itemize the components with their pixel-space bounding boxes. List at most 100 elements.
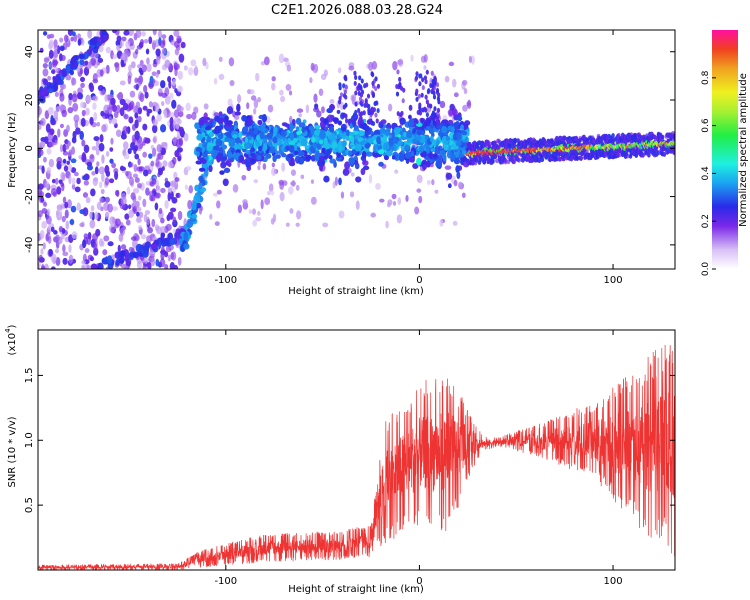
- spectrogram-cell: [151, 178, 157, 185]
- spectrogram-cell: [366, 93, 371, 99]
- spectrogram-cell: [48, 49, 54, 59]
- spectrogram-cell: [371, 61, 378, 70]
- spectrogram-cell: [375, 118, 379, 124]
- spectrogram-cell: [39, 141, 46, 149]
- spectrogram-cell: [237, 145, 244, 150]
- spectrogram-cell: [155, 48, 161, 57]
- spectrogram-cell: [40, 89, 46, 96]
- spectrogram-cell: [82, 192, 89, 198]
- spectrogram-cell: [248, 128, 254, 135]
- spectrogram-cell: [325, 148, 332, 156]
- spectrogram-cell: [167, 211, 174, 220]
- spectrogram-cell: [177, 256, 182, 266]
- spectrogram-cell: [134, 119, 139, 129]
- spectrogram-cell: [81, 109, 86, 117]
- figure-title: C2E1.2026.088.03.28.G24: [271, 3, 443, 18]
- spectrogram-cell: [102, 249, 108, 256]
- spectrogram-cell: [234, 115, 240, 120]
- spectrogram-cell: [447, 125, 452, 131]
- spectrogram-cell: [68, 163, 72, 173]
- spectrogram-cell: [368, 118, 372, 124]
- spectrogram-cell: [397, 59, 404, 65]
- spectrogram-cell: [105, 151, 110, 157]
- spectrogram-cell: [424, 94, 428, 100]
- spectrogram-cell: [257, 97, 261, 103]
- spectrogram-cell: [361, 150, 367, 159]
- spectrogram-cell: [382, 135, 388, 143]
- spectrogram-cell: [354, 125, 359, 131]
- spectrogram-cell: [80, 117, 86, 128]
- spectrogram-cell: [217, 133, 224, 140]
- spectrogram-cell: [59, 123, 64, 129]
- spectrogram-cell: [289, 208, 294, 214]
- spectrogram-cell: [349, 131, 355, 137]
- spectrogram-cell: [452, 108, 458, 117]
- spectrogram-cell: [43, 57, 50, 63]
- spectrogram-cell: [423, 106, 427, 112]
- spectrogram-cell: [138, 195, 142, 201]
- spectrogram-cell: [426, 180, 431, 185]
- spectrogram-cell: [132, 251, 139, 259]
- spectrogram-cell: [109, 216, 115, 226]
- spectrogram-cell: [461, 130, 468, 136]
- spectrogram-cell: [137, 115, 142, 123]
- spectrogram-cell: [227, 151, 233, 159]
- spectrogram-cell: [455, 129, 462, 134]
- spectrogram-cell: [53, 45, 59, 51]
- spectrogram-cell: [445, 172, 453, 180]
- spectrogram-cell: [38, 106, 43, 116]
- spectrogram-cell: [329, 126, 334, 133]
- spectrogram-cell: [134, 145, 138, 152]
- spectrogram-cell: [279, 89, 284, 96]
- spectrogram-cell: [226, 106, 234, 115]
- spectrogram-cell: [310, 196, 317, 205]
- spectrogram-cell: [319, 130, 325, 140]
- spectrogram-cell: [284, 123, 290, 128]
- spectrogram-cell: [310, 179, 314, 184]
- spectrogram-xtick-label: 100: [603, 275, 622, 286]
- spectrogram-cell: [271, 76, 276, 82]
- spectrogram-cell: [173, 62, 178, 71]
- colorbar-tick-label: 0.8: [701, 70, 711, 85]
- spectrogram-cell: [174, 150, 180, 158]
- spectrogram-cell: [113, 111, 119, 119]
- spectrogram-cell: [55, 257, 61, 266]
- spectrogram-cell: [45, 192, 52, 199]
- spectrogram-cell: [425, 69, 429, 75]
- spectrogram-cell: [256, 134, 260, 142]
- spectrogram-cell: [226, 120, 233, 126]
- spectrogram-cell: [360, 78, 364, 84]
- spectrogram-cell: [338, 85, 342, 91]
- spectrogram-cell: [433, 106, 437, 112]
- spectrogram-cell: [416, 129, 422, 136]
- spectrogram-cell: [370, 212, 376, 218]
- spectrogram-cell: [137, 107, 143, 115]
- spectrogram-cell: [262, 163, 267, 171]
- spectrogram-cell: [384, 131, 390, 137]
- spectrogram-cell: [226, 157, 232, 167]
- spectrogram-cell: [398, 153, 405, 162]
- spectrogram-cell: [179, 106, 184, 112]
- spectrogram-cell: [196, 151, 200, 157]
- spectrogram-cell: [137, 182, 142, 189]
- spectrogram-cell: [139, 69, 144, 76]
- spectrogram-cell: [396, 214, 403, 224]
- spectrogram-cell: [250, 158, 257, 164]
- spectrogram-cell: [375, 182, 381, 190]
- spectrogram-cell: [436, 96, 441, 102]
- spectrogram-cell: [134, 77, 138, 84]
- snr-ytick-label: 1.0: [24, 432, 35, 448]
- spectrogram-cell: [120, 249, 126, 257]
- spectrogram-cell: [108, 115, 113, 124]
- spectrogram-cell: [80, 101, 85, 109]
- spectrogram-cell: [92, 102, 97, 110]
- spectrogram-cell: [241, 114, 247, 122]
- spectrogram-cell: [322, 222, 329, 228]
- spectrogram-cell: [305, 154, 312, 161]
- spectrogram-cell: [62, 196, 67, 204]
- spectrogram-cell: [288, 161, 296, 167]
- spectrogram-ytick-label: -20: [24, 188, 35, 204]
- spectrogram-cell: [260, 133, 265, 139]
- spectrogram-cell: [136, 216, 142, 223]
